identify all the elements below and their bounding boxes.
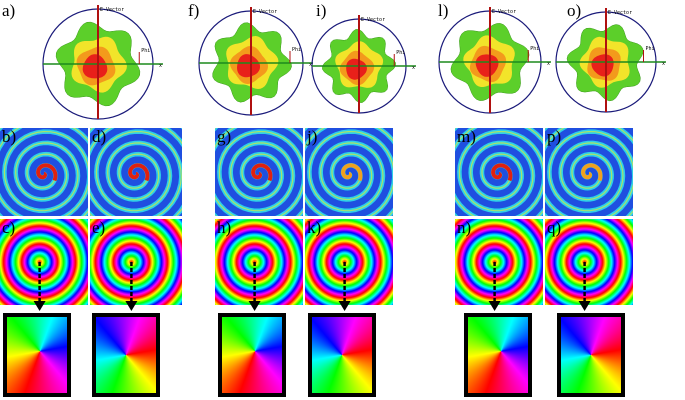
phi-label: Phi (292, 47, 301, 53)
rainbow-spiral (545, 219, 633, 305)
e-vector-label: E-Vector (253, 9, 277, 15)
arrow-head (125, 301, 138, 311)
phase-square (308, 313, 376, 397)
panel-label: o) (567, 1, 581, 20)
spiral-arm-core (545, 128, 633, 216)
x-label: x (662, 61, 665, 67)
spiral-panel (305, 128, 393, 216)
panel-label: h) (217, 218, 231, 237)
polar-plot: E-Vector Phi x (438, 7, 551, 114)
x-label: x (547, 61, 550, 67)
spiral-arm-core (305, 128, 393, 216)
e-vector-label: E-Vector (361, 17, 385, 23)
phi-label: Phi (141, 48, 150, 54)
rainbow-spiral (90, 219, 182, 305)
spiral-arm-core (455, 128, 543, 216)
rainbow-spiral (215, 219, 303, 305)
e-vector-label: E-Vector (608, 10, 632, 16)
lobe-red (591, 54, 614, 77)
spiral-core (36, 163, 58, 182)
phi-label: Phi (396, 50, 405, 56)
panel-label: d) (92, 127, 106, 146)
rainbow-spiral (0, 219, 88, 305)
spiral-arm-core (0, 128, 88, 216)
polar-plot: E-Vector Phi x (198, 7, 313, 116)
panel-label: k) (307, 218, 321, 237)
spiral-panel (455, 128, 543, 216)
spiral-core (128, 163, 150, 182)
panel-label: n) (457, 218, 471, 237)
panel-label: f) (188, 1, 199, 20)
spiral-arm-core (215, 128, 303, 216)
spiral-panel (90, 128, 182, 216)
panel-label: q) (547, 218, 561, 237)
polar-plot: E-Vector Phi x (555, 8, 666, 113)
panel-label: g) (217, 127, 231, 146)
arrow-head (248, 301, 261, 311)
spiral-core (341, 163, 363, 182)
spiral-panel (545, 128, 633, 216)
x-label: x (159, 63, 162, 69)
spiral-panel (215, 128, 303, 216)
phase-square (464, 313, 532, 397)
panel-label: a) (2, 1, 15, 20)
panel-label: c) (2, 218, 15, 237)
spiral-arm-core (90, 128, 182, 216)
lobe-red (237, 54, 260, 78)
lobe-red (82, 54, 108, 79)
panel-label: l) (438, 1, 448, 20)
spiral-core (491, 163, 513, 182)
panel-label: p) (547, 127, 561, 146)
arrow-head (338, 301, 351, 311)
spiral-core (251, 163, 273, 182)
phase-square (557, 313, 625, 397)
polar-plot: E-Vector Phi x (42, 5, 163, 120)
x-label: x (309, 62, 312, 68)
polar-plot: E-Vector Phi x (311, 15, 416, 114)
panel-label: i) (316, 1, 326, 20)
x-label: x (412, 65, 415, 71)
spiral-core (581, 163, 603, 182)
spiral-panel (0, 128, 88, 216)
panel-label: b) (2, 127, 16, 146)
e-vector-label: E-Vector (100, 7, 124, 13)
phase-square (92, 313, 160, 397)
rainbow-spiral (455, 219, 543, 305)
rainbow-spiral (305, 219, 393, 305)
arrow-head (488, 301, 501, 311)
phi-label: Phi (646, 46, 655, 52)
lobe-red (475, 54, 499, 77)
panel-label: m) (457, 127, 476, 146)
lobe-red (346, 58, 367, 80)
arrow-head (33, 301, 46, 311)
phase-square (3, 313, 71, 397)
phase-square (218, 313, 286, 397)
arrow-head (578, 301, 591, 311)
phi-label: Phi (530, 46, 539, 52)
e-vector-label: E-Vector (492, 9, 516, 15)
panel-label: j) (306, 127, 317, 146)
panel-label: e) (92, 218, 105, 237)
